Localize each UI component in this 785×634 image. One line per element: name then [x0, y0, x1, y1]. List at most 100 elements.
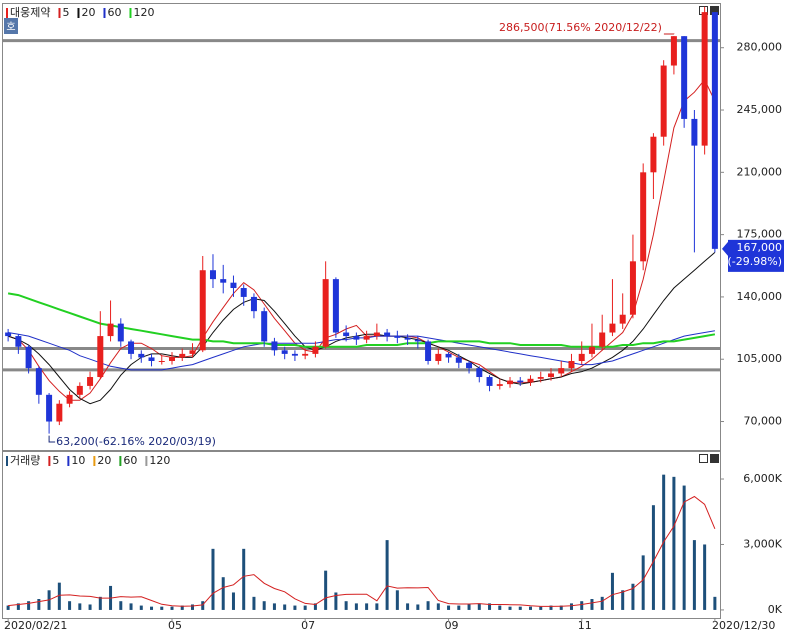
y-tick-label: 70,000	[744, 415, 783, 428]
candle-body	[435, 353, 442, 361]
candle-body	[332, 279, 339, 333]
volume-bar	[375, 603, 379, 610]
legend-swatch	[48, 456, 51, 466]
legend-label: 10	[71, 454, 85, 467]
legend-swatch	[129, 8, 132, 18]
y-tick-label: 175,000	[737, 228, 783, 241]
volume-bar	[672, 476, 676, 610]
volume-bar	[231, 592, 235, 610]
candle-body	[588, 346, 595, 354]
volume-bar	[529, 606, 533, 610]
candle-body	[568, 361, 575, 369]
candle-body	[107, 323, 114, 337]
volume-bar	[37, 599, 41, 610]
x-tick-label: 11	[578, 619, 592, 632]
volume-bar	[6, 605, 10, 610]
volume-bar	[354, 603, 358, 610]
volume-bar	[621, 590, 625, 610]
volume-bar	[641, 555, 645, 610]
x-tick-label: 2020/02/21	[4, 619, 67, 632]
volume-bar	[692, 540, 696, 610]
volume-bar	[262, 601, 266, 610]
candle-body	[414, 339, 421, 342]
candle-body	[578, 353, 585, 361]
candle-body	[640, 172, 647, 262]
candle-body	[496, 384, 503, 386]
candle-body	[209, 270, 216, 280]
volume-bar	[467, 604, 471, 610]
volume-bar	[703, 544, 707, 610]
volume-bar	[580, 601, 584, 610]
volume-bar	[221, 577, 225, 610]
volume-bar	[170, 606, 174, 610]
volume-bar	[631, 583, 635, 610]
legend-swatch	[67, 456, 70, 466]
legend-label: 20	[81, 6, 95, 19]
volume-bar	[426, 601, 430, 610]
panel-button[interactable]	[699, 454, 708, 463]
candle-body	[138, 353, 145, 358]
candle-body	[220, 279, 227, 283]
volume-panel	[2, 451, 721, 619]
y-tick-label: 210,000	[737, 165, 783, 178]
panel-button[interactable]	[710, 454, 719, 463]
candle-body	[117, 323, 124, 342]
y-tick-label: 245,000	[737, 103, 783, 116]
volume-bar	[313, 603, 317, 610]
volume-bar	[129, 603, 133, 610]
volume-bar	[590, 599, 594, 610]
x-tick-label: 2020/12/30	[712, 619, 775, 632]
volume-bar	[682, 485, 686, 610]
candle-body	[46, 394, 53, 422]
volume-bar	[150, 606, 154, 610]
side-button[interactable]	[4, 18, 18, 34]
volume-bar	[27, 601, 31, 610]
candle-body	[199, 270, 206, 351]
moving-average-line	[7, 292, 716, 348]
high-annotation: 286,500(71.56% 2020/12/22)	[499, 21, 662, 34]
candle-body	[35, 368, 42, 395]
volume-bar	[488, 603, 492, 610]
candle-body	[527, 378, 534, 383]
candle-body	[394, 336, 401, 338]
candle-body	[250, 296, 257, 312]
volume-bar	[68, 601, 72, 610]
volume-bar	[477, 603, 481, 610]
candle-body	[25, 346, 32, 369]
candle-body	[343, 332, 350, 337]
volume-bar	[385, 540, 389, 610]
volume-bar	[344, 601, 348, 610]
candle-body	[322, 279, 329, 347]
volume-bar	[16, 603, 20, 610]
candle-body	[670, 36, 677, 66]
legend-swatch	[103, 8, 106, 18]
low-annotation: 63,200(-62.16% 2020/03/19)	[56, 435, 216, 448]
candle-body	[691, 118, 698, 146]
volume-bar	[508, 606, 512, 610]
candle-body	[66, 394, 73, 404]
volume-bar	[365, 603, 369, 610]
legend-swatch	[58, 8, 61, 18]
moving-average-line	[8, 495, 716, 607]
y-tick-label: 140,000	[737, 290, 783, 303]
volume-bar	[324, 570, 328, 610]
volume-bar	[78, 603, 82, 610]
volume-bar	[610, 572, 614, 610]
volume-bar	[395, 590, 399, 610]
y-tick-label: 6,000K	[743, 472, 782, 485]
candle-body	[650, 136, 657, 173]
candle-body	[517, 380, 524, 383]
legend-swatch	[6, 456, 8, 466]
legend-swatch	[119, 456, 122, 466]
candle-body	[629, 261, 636, 315]
candle-body	[363, 336, 370, 340]
candle-body	[56, 403, 63, 422]
legend-label: 120	[133, 6, 154, 19]
candle-body	[312, 346, 319, 354]
volume-bar	[406, 603, 410, 610]
candle-body	[466, 362, 473, 369]
volume-bar	[334, 592, 338, 610]
candle-body	[445, 353, 452, 358]
